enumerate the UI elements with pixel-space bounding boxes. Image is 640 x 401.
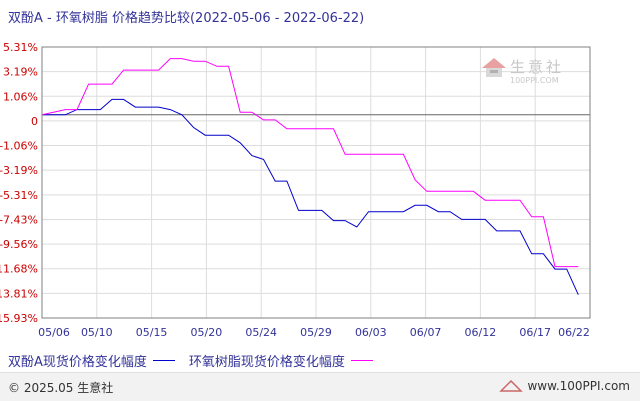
site-link[interactable]: www.100PPI.com [499, 379, 630, 393]
y-tick-label: -15.93% [0, 312, 38, 325]
legend-label-epoxy: 环氧树脂现货价格变化幅度 [188, 355, 345, 370]
plot-border [41, 46, 591, 319]
line-chart: 5.31% 3.19% 1.06% 0 -1.06% -3.19% -5.31% -7.43%… [0, 41, 591, 339]
y-tick-label: -9.56% [0, 238, 38, 251]
legend-swatch-epoxy [350, 360, 373, 361]
y-tick-label: 5.31% [3, 41, 38, 54]
legend-label-bpa: 双酚A现货价格变化幅度 [8, 355, 147, 370]
y-tick-label: 1.06% [3, 90, 38, 103]
site-logo-icon [499, 380, 524, 392]
y-tick-label: -3.19% [0, 164, 38, 177]
watermark-subtext: 100PPI.COM [510, 76, 559, 85]
legend-swatch-bpa [152, 360, 175, 361]
y-tick-label: 3.19% [3, 66, 38, 79]
footer: © 2025.05 生意社 www.100PPI.com [0, 372, 640, 401]
chart-title: 双酚A - 环氧树脂 价格趋势比较(2022-05-06 - 2022-06-2… [8, 11, 365, 26]
house-icon [482, 58, 506, 77]
x-axis-ticks: 05/06 05/10 05/15 05/20 05/24 05/29 06/03 06/07… [38, 326, 590, 339]
x-tick-label: 06/12 [465, 326, 497, 339]
x-tick-label: 06/17 [519, 326, 551, 339]
x-tick-label: 05/20 [191, 326, 223, 339]
x-tick-label: 06/07 [410, 326, 442, 339]
y-axis-ticks: 5.31% 3.19% 1.06% 0 -1.06% -3.19% -5.31% -7.43%… [0, 41, 38, 325]
y-tick-label: -7.43% [0, 213, 38, 226]
watermark-text: 生意社 [510, 58, 565, 76]
watermark: 生意社 100PPI.COM [476, 54, 586, 94]
legend-item-bpa: 双酚A现货价格变化幅度 [8, 351, 175, 370]
y-tick-label: -1.06% [0, 140, 38, 153]
x-tick-label: 06/22 [558, 326, 590, 339]
x-tick-label: 06/03 [355, 326, 387, 339]
legend-item-epoxy: 环氧树脂现货价格变化幅度 [189, 351, 373, 370]
y-tick-label: 0 [31, 115, 38, 128]
y-tick-label: -5.31% [0, 189, 38, 202]
y-tick-label: -11.68% [0, 263, 38, 276]
series-group [41, 58, 579, 295]
x-tick-label: 05/10 [81, 326, 113, 339]
legend: 双酚A现货价格变化幅度 环氧树脂现货价格变化幅度 [8, 351, 387, 370]
series-line-bpa [42, 98, 579, 295]
y-tick-label: -13.81% [0, 287, 38, 300]
x-tick-label: 05/29 [300, 326, 332, 339]
x-tick-label: 05/24 [245, 326, 277, 339]
copyright-text: © 2025.05 生意社 [8, 381, 114, 395]
x-tick-label: 05/15 [136, 326, 168, 339]
site-url: www.100PPI.com [527, 379, 630, 393]
x-tick-label: 05/06 [38, 326, 70, 339]
series-line-epoxy [41, 58, 579, 268]
